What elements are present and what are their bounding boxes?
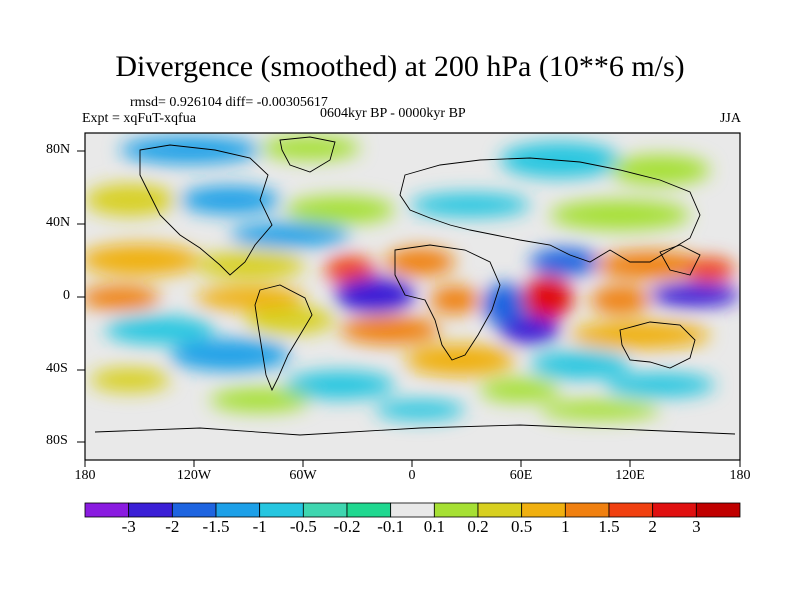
field-blob [540, 400, 660, 420]
colorbar-label: 1.5 [598, 517, 620, 536]
lon-label-180w: 180 [74, 468, 96, 483]
lon-label-0: 0 [408, 468, 416, 483]
colorbar-swatch [128, 502, 173, 518]
colorbar-label: 0.1 [423, 517, 445, 536]
field-blob [430, 286, 480, 314]
field-blob [195, 251, 305, 279]
field-blob [90, 368, 170, 392]
field-blob [480, 378, 560, 402]
south-america-outline [254, 284, 313, 392]
colorbar-label: -0.5 [289, 517, 317, 536]
field-blob [170, 339, 290, 371]
lat-label-40s: 40S [46, 361, 68, 376]
axis-ticks [77, 150, 741, 467]
period-label: 0604kyr BP - 0000kyr BP [320, 106, 466, 121]
divergence-field [85, 133, 740, 460]
colorbar-swatch [302, 502, 348, 518]
colorbar-label: 3 [692, 517, 701, 536]
field-blob [210, 388, 310, 412]
colorbar-swatch [84, 502, 130, 518]
colorbar-swatch [259, 502, 304, 518]
field-blob [85, 244, 200, 276]
colorbar-label: -1 [252, 517, 267, 536]
colorbar-label: -1.5 [202, 517, 230, 536]
australia-outline [619, 321, 696, 369]
field-blob [483, 283, 527, 327]
lon-label-60w: 60W [289, 468, 317, 483]
field-blob [375, 400, 465, 420]
field-blob [570, 321, 710, 349]
field-blob [245, 306, 335, 334]
field-blob [500, 316, 560, 344]
map-title: Divergence (smoothed) at 200 hPa (10**6 … [115, 50, 685, 83]
field-blob [530, 351, 630, 379]
field-blob [195, 286, 305, 310]
field-blob [85, 184, 175, 216]
lat-label-0: 0 [63, 288, 70, 303]
field-blob [385, 248, 455, 276]
colorbar-label: 0.2 [467, 517, 489, 536]
coastlines [94, 136, 736, 436]
colorbar-label: 0.5 [511, 517, 533, 536]
colorbar-label: 2 [648, 517, 657, 536]
field-blob [180, 186, 280, 214]
lat-label-80s: 80S [46, 433, 68, 448]
north-america-outline [139, 144, 273, 276]
africa-outline [394, 244, 501, 361]
eurasia-outline [399, 157, 701, 263]
colorbar-swatch [215, 502, 261, 518]
field-blob [325, 256, 375, 284]
colorbar-swatch [433, 502, 479, 518]
experiment-label: Expt = xqFuT-xqfua [82, 111, 196, 126]
lon-label-180e: 180 [729, 468, 751, 483]
field-blob [685, 258, 735, 282]
colorbar-swatch [346, 502, 392, 518]
lon-label-120w: 120W [176, 468, 212, 483]
field-blob [610, 155, 710, 185]
lon-label-120e: 120E [615, 468, 645, 483]
lat-label-80n: 80N [46, 142, 71, 157]
colorbar-swatch [608, 502, 654, 518]
field-blob [260, 136, 360, 160]
colorbar [84, 502, 741, 518]
greenland-outline [279, 136, 336, 173]
colorbar-swatch [477, 502, 523, 518]
colorbar-label: -0.1 [377, 517, 405, 536]
colorbar-label: -0.2 [333, 517, 361, 536]
field-blob [605, 373, 715, 397]
season-label: JJA [719, 111, 741, 126]
lon-label-60e: 60E [509, 468, 533, 483]
colorbar-label: -3 [121, 517, 136, 536]
colorbar-swatch [171, 502, 217, 518]
field-blob [650, 283, 740, 307]
lat-label-40n: 40N [46, 215, 71, 230]
field-blob [120, 136, 260, 164]
field-blob [530, 248, 600, 276]
field-blob [285, 196, 395, 224]
field-blob [335, 277, 415, 313]
field-blob [285, 371, 395, 399]
field-blob [523, 276, 573, 320]
colorbar-swatch [695, 502, 741, 518]
colorbar-swatch [564, 502, 610, 518]
field-blob [590, 286, 650, 314]
field-blob [230, 223, 350, 247]
stats-label: rmsd= 0.926104 diff= -0.00305617 [130, 95, 328, 110]
field-blob [405, 344, 515, 376]
field-blob [340, 316, 440, 344]
colorbar-label: 1 [561, 517, 570, 536]
asia-islands-outline [659, 244, 701, 276]
field-blob [105, 316, 215, 344]
colorbar-swatch [652, 502, 697, 518]
field-blob [410, 193, 530, 217]
colorbar-swatch [390, 502, 435, 518]
field-blob [85, 286, 160, 310]
colorbar-swatch [521, 502, 566, 518]
antarctica-outline [94, 424, 736, 436]
colorbar-label: -2 [165, 517, 180, 536]
field-blob [550, 200, 690, 230]
